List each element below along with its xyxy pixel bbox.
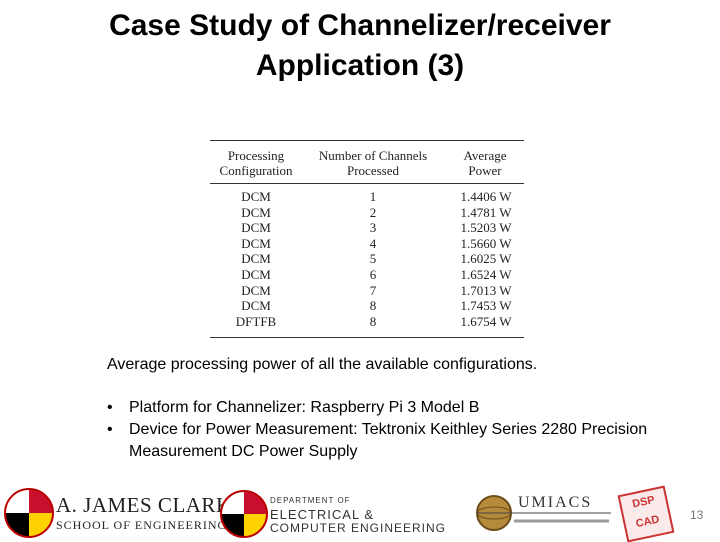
cell-power: 1.4781 W [460,204,512,220]
table-caption: Average processing power of all the avai… [107,356,538,373]
cell-channels: 4 [369,235,377,251]
page-number: 13 [690,508,704,522]
cell-configuration: DCM [241,282,271,298]
cell-configuration: DCM [241,220,271,236]
table-row: DCM 5 1.6025 W [210,251,524,266]
table-row: DCM 3 1.5203 W [210,220,524,235]
clark-name: A. JAMES CLARK [56,493,232,517]
cell-channels: 5 [369,251,377,267]
cell-configuration: DCM [241,204,271,220]
ece-dept-line-2: ELECTRICAL & [270,507,374,522]
dspcad-logo: DSP CAD [617,485,675,542]
umd-seal-icon [4,488,54,538]
table-row: DCM 2 1.4781 W [210,205,524,220]
ece-dept-line-3: COMPUTER ENGINEERING [270,521,447,535]
bullet-power-device: Device for Power Measurement: Tektronix … [107,419,667,463]
footer-logos: A. JAMES CLARK SCHOOL OF ENGINEERING DEP… [0,485,720,540]
cell-channels: 2 [369,204,377,220]
title-line-1: Case Study of Channelizer/receiver [109,9,611,42]
cell-configuration: DCM [241,298,271,314]
table-row: DCM 7 1.7013 W [210,283,524,298]
cell-power: 1.6524 W [460,267,512,282]
cell-configuration: DCM [241,267,271,282]
cell-configuration: DFTFB [235,313,277,329]
table-row: DCM 4 1.5660 W [210,236,524,251]
cell-channels: 7 [369,282,377,298]
table-header-rule [210,183,524,184]
table-top-rule [210,140,524,141]
cell-configuration: DCM [241,235,271,251]
title-line-2: Application (3) [255,49,465,82]
table-row: DFTFB 8 1.6754 W [210,314,524,329]
bullet-list: Platform for Channelizer: Raspberry Pi 3… [107,397,667,463]
table-row: DCM 6 1.6524 W [210,267,524,282]
cell-channels: 1 [369,189,377,204]
table-row: DCM 1 1.4406 W [210,189,524,204]
umiacs-text: UMIACS [518,494,593,511]
cell-power: 1.4406 W [460,189,512,204]
table-bottom-rule [210,337,524,338]
cell-channels: 3 [369,220,377,236]
cell-channels: 8 [369,313,377,329]
umd-seal-icon-2 [220,490,268,538]
ece-dept-line-1: DEPARTMENT OF [270,496,351,505]
cell-power: 1.6754 W [460,313,512,329]
cell-configuration: DCM [241,251,271,267]
cell-power: 1.5660 W [460,235,512,251]
bullet-platform: Platform for Channelizer: Raspberry Pi 3… [107,397,667,419]
header-number-of-channels: Number of Channels Processed [318,148,428,178]
umiacs-logo: UMIACS [474,493,614,533]
cell-configuration: DCM [241,189,271,204]
power-table: Processing Configuration Number of Chann… [210,140,524,338]
cell-power: 1.5203 W [460,220,512,236]
cell-power: 1.6025 W [460,251,512,267]
header-average-power: Average Power [463,148,507,178]
cell-channels: 8 [369,298,377,314]
table-row: DCM 8 1.7453 W [210,298,524,313]
clark-school: SCHOOL OF ENGINEERING [56,518,228,532]
slide-title: Case Study of Channelizer/receiver Appli… [0,6,720,86]
cell-power: 1.7453 W [460,298,512,314]
cell-power: 1.7013 W [460,282,512,298]
header-processing-configuration: Processing Configuration [219,148,293,178]
cell-channels: 6 [369,267,377,282]
umiacs-globe-icon [476,495,611,531]
